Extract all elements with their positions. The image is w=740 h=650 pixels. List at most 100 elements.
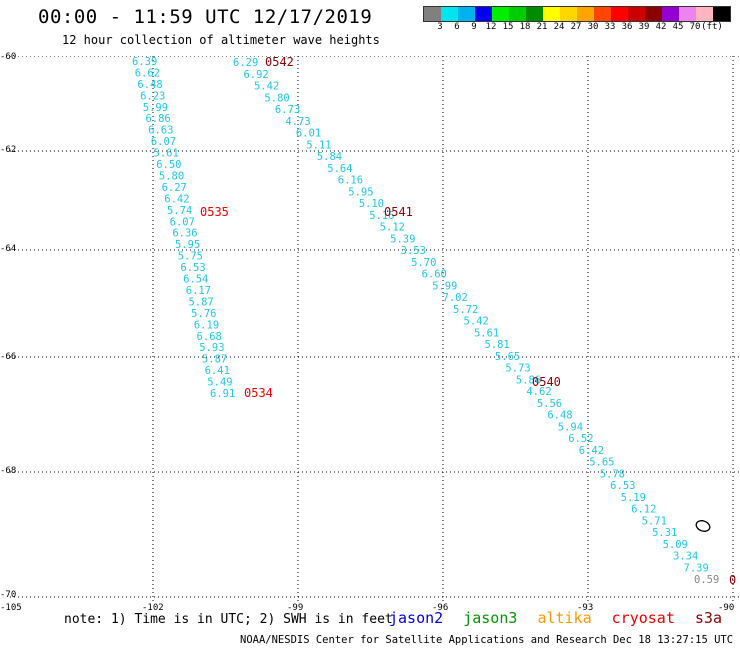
wave-height-value: 5.74 bbox=[167, 205, 192, 217]
lon-label: -96 bbox=[432, 603, 449, 613]
colorbar-swatch bbox=[441, 7, 458, 21]
colorbar-label: 21 bbox=[536, 22, 548, 32]
footer-note: note: 1) Time is in UTC; 2) SWH is in fe… bbox=[64, 612, 393, 627]
wave-height-value: 6.68 bbox=[197, 331, 222, 343]
wave-height-value: 6.53 bbox=[180, 262, 205, 274]
wave-height-value: 4.62 bbox=[526, 386, 551, 398]
lon-label: -90 bbox=[718, 603, 735, 613]
pass-time-label: 0541 bbox=[384, 205, 413, 219]
colorbar-swatch bbox=[543, 7, 560, 21]
colorbar-label: 9 bbox=[471, 22, 477, 32]
lon-label: -105 bbox=[0, 603, 22, 613]
wave-height-value: 5.64 bbox=[327, 163, 352, 175]
wave-height-value: 5.95 bbox=[175, 239, 200, 251]
lat-label: -66 bbox=[0, 352, 17, 362]
colorbar-label: 3 bbox=[437, 22, 443, 32]
legend-cryosat: cryosat bbox=[611, 609, 675, 627]
wave-height-value: 5.87 bbox=[188, 296, 213, 308]
wave-height-value: 6.07 bbox=[170, 216, 195, 228]
wave-height-value: 5.11 bbox=[306, 139, 331, 151]
wave-height-value: 5.94 bbox=[558, 421, 583, 433]
wave-height-value: 5.09 bbox=[663, 539, 688, 551]
colorbar-swatch bbox=[696, 7, 713, 21]
colorbar-swatch bbox=[628, 7, 645, 21]
colorbar-label: 18 bbox=[519, 22, 531, 32]
pass-time-label: 0534 bbox=[244, 386, 273, 400]
pass-time-label: 0542 bbox=[265, 56, 294, 69]
colorbar-swatch bbox=[492, 7, 509, 21]
map-canvas: 6.396.626.486.235.996.866.636.075.616.50… bbox=[10, 56, 740, 602]
wave-height-value: 5.12 bbox=[380, 222, 405, 234]
island-outline bbox=[695, 520, 711, 532]
colorbar-swatch bbox=[662, 7, 679, 21]
wave-height-value: 5.99 bbox=[143, 102, 168, 114]
colorbar-labels: 3 6 9 12 15 18 21 24 27 30 33 36 39 42 45 70 (ft) bbox=[423, 22, 729, 34]
footer-credit: NOAA/NESDIS Center for Satellite Applica… bbox=[240, 634, 740, 646]
wave-height-value: 6.23 bbox=[140, 90, 165, 102]
wave-height-value: 5.42 bbox=[464, 316, 489, 328]
colorbar-swatch bbox=[424, 7, 441, 21]
map-panel: 6.39 6.62 6.48 6.23 5.99 6.86 6.63 6.07 5.61 6.50… bbox=[10, 56, 740, 602]
wave-height-value: 4.73 bbox=[285, 116, 310, 128]
wave-height-value: 6.41 bbox=[205, 365, 230, 377]
wave-height-value: 6.53 bbox=[610, 480, 635, 492]
wave-height-value: 5.10 bbox=[359, 198, 384, 210]
wave-height-value: 6.48 bbox=[137, 79, 162, 91]
wave-height-value: 6.42 bbox=[164, 193, 189, 205]
colorbar-swatch bbox=[577, 7, 594, 21]
satellite-legend: jason2 jason3 altika cryosat s3a bbox=[389, 609, 733, 627]
wave-height-value: 6.07 bbox=[151, 136, 176, 148]
lat-label: -60 bbox=[0, 52, 17, 62]
wave-height-value: 5.61 bbox=[154, 148, 179, 160]
colorbar-label: 45 bbox=[672, 22, 684, 32]
wave-height-value: 5.19 bbox=[621, 492, 646, 504]
wave-height-value: 5.49 bbox=[207, 377, 232, 389]
legend-altika: altika bbox=[537, 609, 592, 627]
wave-height-value: 6.16 bbox=[338, 175, 363, 187]
wave-height-value: 5.61 bbox=[474, 327, 499, 339]
wave-height-value: 5.75 bbox=[178, 251, 203, 263]
colorbar-label: 6 bbox=[454, 22, 460, 32]
wave-height-value: 6.17 bbox=[186, 285, 211, 297]
colorbar-label: 15 bbox=[502, 22, 514, 32]
colorbar-swatch bbox=[560, 7, 577, 21]
wave-height-value: 6.73 bbox=[275, 104, 300, 116]
wave-height-value: 3.53 bbox=[401, 245, 426, 257]
wave-height-value: 6.52 bbox=[568, 433, 593, 445]
wave-height-value: 6.12 bbox=[631, 504, 656, 516]
colorbar-label: 70 bbox=[689, 22, 701, 32]
wave-height-value: 6.01 bbox=[296, 128, 321, 140]
wave-height-value: 5.80 bbox=[159, 170, 184, 182]
colorbar-label: 36 bbox=[621, 22, 633, 32]
wave-height-value: 5.84 bbox=[317, 151, 342, 163]
colorbar-label: 12 bbox=[485, 22, 497, 32]
wave-height-value: 5.87 bbox=[202, 354, 227, 366]
wave-height-value: 5.95 bbox=[348, 186, 373, 198]
wave-height-value: 6.63 bbox=[148, 125, 173, 137]
wave-height-value: 5.56 bbox=[537, 398, 562, 410]
wave-height-value: 5.42 bbox=[254, 81, 279, 93]
colorbar-swatch bbox=[509, 7, 526, 21]
colorbar-label: 27 bbox=[570, 22, 582, 32]
wave-height-value: 6.50 bbox=[156, 159, 181, 171]
colorbar-swatch bbox=[594, 7, 611, 21]
colorbar-label: 24 bbox=[553, 22, 565, 32]
graticule bbox=[10, 56, 740, 602]
colorbar-swatch bbox=[475, 7, 492, 21]
colorbar-swatch bbox=[679, 7, 696, 21]
wave-height-value: 6.86 bbox=[145, 113, 170, 125]
wave-height-value: 5.71 bbox=[642, 515, 667, 527]
wave-height-value: 0.59 bbox=[694, 574, 719, 586]
wave-height-value: 5.93 bbox=[199, 342, 224, 354]
colorbar-swatch bbox=[645, 7, 662, 21]
wave-height-value: 5.86 bbox=[516, 374, 541, 386]
colorbar-label: 39 bbox=[638, 22, 650, 32]
wave-height-value: 5.72 bbox=[453, 304, 478, 316]
colorbar-swatch bbox=[458, 7, 475, 21]
wave-height-value: 7.02 bbox=[443, 292, 468, 304]
wave-height-value: 6.29 bbox=[233, 57, 258, 69]
pass-time-label: 0 bbox=[729, 573, 736, 587]
wave-height-value: 5.81 bbox=[484, 339, 509, 351]
wave-height-value: 5.80 bbox=[264, 92, 289, 104]
wave-height-value: 5.16 bbox=[369, 210, 394, 222]
